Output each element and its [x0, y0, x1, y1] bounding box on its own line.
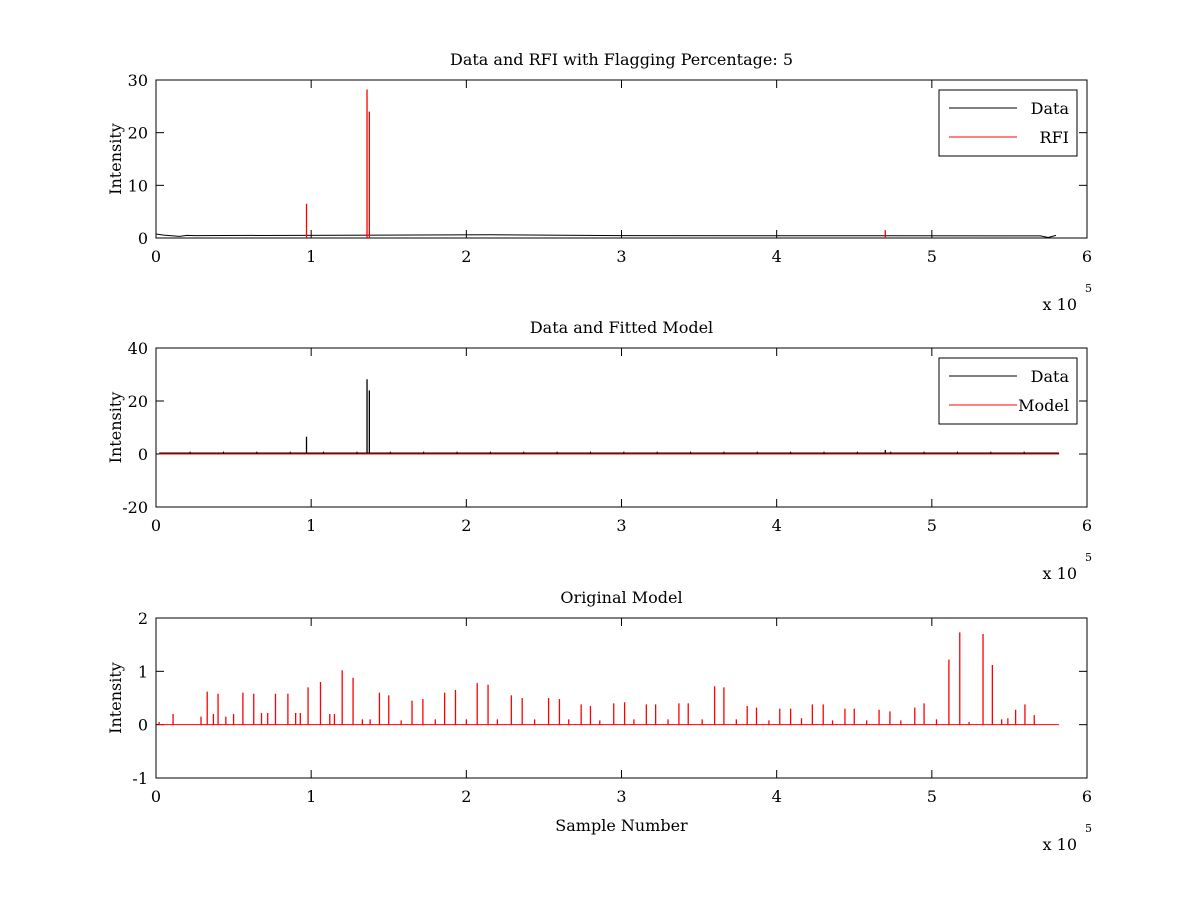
x-multiplier-exponent: 5	[1085, 551, 1092, 564]
y-tick-label: 10	[128, 176, 148, 195]
x-tick-label: 5	[927, 787, 937, 806]
legend: Data RFI	[938, 89, 1078, 157]
x-tick-label: 1	[306, 516, 316, 535]
x-multiplier-exponent: 5	[1085, 822, 1092, 835]
y-tick-label: 20	[128, 124, 148, 143]
y-tick-label: 40	[128, 339, 148, 358]
x-multiplier-base: x 10	[1043, 295, 1077, 314]
legend-label: RFI	[1040, 128, 1069, 147]
x-tick-label: 0	[151, 516, 161, 535]
x-multiplier-base: x 10	[1043, 835, 1077, 854]
chart-panel-1: Data and RFI with Flagging Percentage: 5…	[106, 50, 1092, 314]
x-tick-label: 3	[616, 516, 626, 535]
legend-label: Data	[1031, 367, 1070, 386]
x-tick-label: 3	[616, 787, 626, 806]
y-tick-label: 0	[138, 716, 148, 735]
x-tick-label: 0	[151, 787, 161, 806]
legend: Data Model	[938, 357, 1078, 425]
y-tick-label: 20	[128, 392, 148, 411]
legend-box	[938, 89, 1078, 157]
x-tick-label: 5	[927, 516, 937, 535]
x-tick-label: 6	[1082, 247, 1092, 266]
legend-label: Data	[1031, 99, 1070, 118]
x-multiplier-base: x 10	[1043, 564, 1077, 583]
y-tick-label: 30	[128, 71, 148, 90]
x-tick-label: 4	[772, 516, 782, 535]
x-tick-label: 6	[1082, 516, 1092, 535]
x-tick-label: 1	[306, 787, 316, 806]
y-tick-label: 2	[138, 609, 148, 628]
chart-title: Data and Fitted Model	[530, 318, 713, 337]
y-tick-label: -1	[132, 769, 148, 788]
x-tick-label: 2	[461, 516, 471, 535]
x-tick-label: 4	[772, 787, 782, 806]
x-axis-label: Sample Number	[555, 816, 688, 835]
x-tick-label: 0	[151, 247, 161, 266]
y-tick-label: 0	[138, 445, 148, 464]
x-tick-label: 6	[1082, 787, 1092, 806]
x-tick-label: 5	[927, 247, 937, 266]
axes-box	[155, 79, 1088, 239]
y-axis-label: Intensity	[106, 123, 125, 195]
y-tick-label: 0	[138, 229, 148, 248]
legend-box	[938, 357, 1078, 425]
series-rfi	[305, 89, 886, 238]
y-tick-label: -20	[122, 498, 148, 517]
axes-box	[155, 617, 1088, 779]
chart-panel-2: Data and Fitted Model Intensity 0 1 2 3 4 5 6 -20…	[106, 318, 1092, 583]
series-data	[155, 233, 1057, 239]
chart-title: Data and RFI with Flagging Percentage: 5	[450, 50, 793, 69]
y-tick-label: 1	[138, 662, 148, 681]
x-tick-label: 1	[306, 247, 316, 266]
chart-title: Original Model	[560, 588, 682, 607]
legend-label: Model	[1018, 396, 1069, 415]
axes-box	[155, 347, 1088, 508]
x-multiplier-exponent: 5	[1085, 282, 1092, 295]
x-tick-label: 3	[616, 247, 626, 266]
y-axis-label: Intensity	[106, 662, 125, 734]
series-model	[158, 632, 1060, 726]
x-tick-label: 2	[461, 247, 471, 266]
x-tick-label: 4	[772, 247, 782, 266]
series-data	[159, 379, 1060, 454]
series-line	[155, 233, 1057, 239]
y-axis-label: Intensity	[106, 392, 125, 464]
x-tick-label: 2	[461, 787, 471, 806]
